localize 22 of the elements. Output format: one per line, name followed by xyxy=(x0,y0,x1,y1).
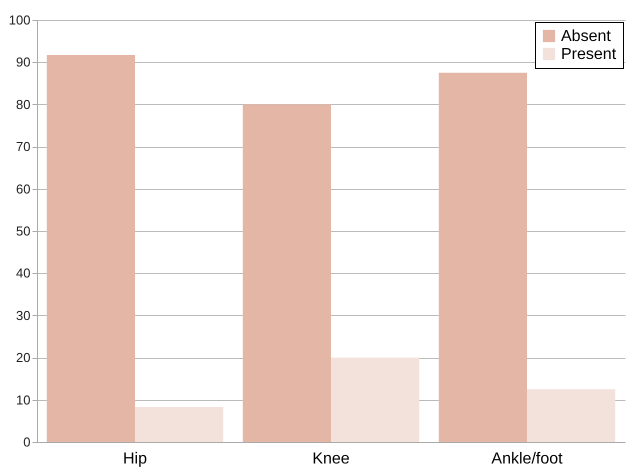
legend-label: Absent xyxy=(561,28,612,45)
y-tick-label: 60 xyxy=(16,181,30,196)
y-tick-label: 100 xyxy=(8,12,30,28)
bar xyxy=(438,72,527,442)
bar xyxy=(242,104,331,442)
bar xyxy=(527,389,616,442)
y-tick-label: 10 xyxy=(16,392,30,408)
y-tick-label: 70 xyxy=(16,139,30,154)
bar xyxy=(331,358,420,442)
y-tick-label: 90 xyxy=(16,54,30,70)
x-tick-label: Knee xyxy=(312,450,350,468)
legend-label: Present xyxy=(561,46,617,63)
y-tick-label: 50 xyxy=(16,224,30,238)
bar xyxy=(135,406,224,442)
y-tick-label: 0 xyxy=(23,434,30,450)
y-tick-label: 80 xyxy=(16,96,30,112)
y-tick-label: 20 xyxy=(16,350,30,366)
x-tick-label: Hip xyxy=(122,450,148,468)
x-tick-label: Ankle/foot xyxy=(491,450,564,468)
y-tick-label: 30 xyxy=(16,308,30,323)
bar xyxy=(46,55,135,442)
y-tick-label: 40 xyxy=(16,266,30,281)
